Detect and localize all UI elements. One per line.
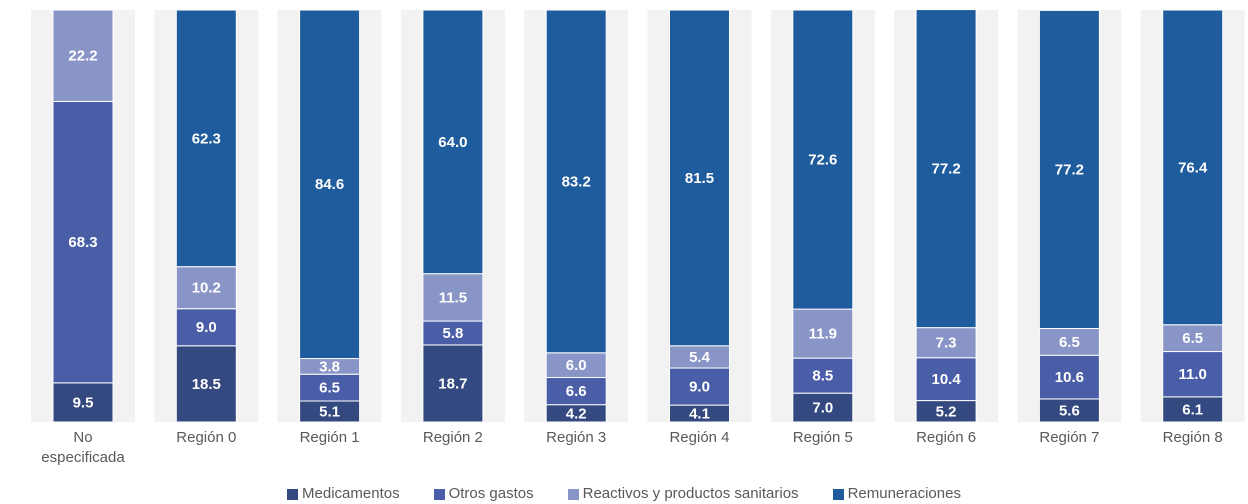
bar-segment bbox=[175, 308, 237, 347]
legend-item: Otros gastos bbox=[433, 484, 534, 504]
bar-segment bbox=[52, 100, 114, 384]
data-label: 6.5 bbox=[319, 380, 340, 397]
x-tick-label: Región 6 bbox=[916, 429, 977, 446]
x-tick-label: Región 2 bbox=[422, 429, 483, 446]
data-label: 6.0 bbox=[566, 357, 587, 374]
bar-segment bbox=[1038, 327, 1100, 356]
data-label: 8.5 bbox=[812, 368, 833, 385]
bar-segment bbox=[175, 266, 237, 310]
data-label: 77.2 bbox=[931, 161, 960, 178]
bar-segment bbox=[545, 377, 607, 406]
data-label: 11.9 bbox=[809, 326, 837, 343]
bar-segment bbox=[1162, 351, 1224, 398]
bar-segment bbox=[792, 392, 854, 423]
data-label: 6.5 bbox=[1182, 330, 1203, 347]
x-tick-label: Región 3 bbox=[546, 429, 607, 446]
data-label: 18.5 bbox=[192, 376, 221, 393]
data-label: 22.2 bbox=[68, 48, 97, 65]
data-label: 9.0 bbox=[689, 379, 710, 396]
data-label: 77.2 bbox=[1055, 161, 1084, 178]
x-tick-label: Región 5 bbox=[792, 429, 853, 446]
bar-segment bbox=[299, 9, 361, 360]
data-label: 5.1 bbox=[319, 403, 340, 420]
legend-label: Reactivos y productos sanitarios bbox=[582, 485, 799, 502]
bar-segment bbox=[792, 357, 854, 394]
legend-swatch bbox=[567, 488, 579, 500]
data-label: 7.3 bbox=[936, 335, 957, 352]
bar-segment bbox=[915, 357, 977, 402]
legend-item: Reactivos y productos sanitarios bbox=[567, 484, 799, 504]
legend-swatch bbox=[433, 488, 445, 500]
legend-swatch bbox=[832, 488, 844, 500]
x-tick-label: Región 1 bbox=[299, 429, 360, 446]
x-tick-label: No especificada bbox=[41, 429, 125, 466]
x-tick-label: Región 7 bbox=[1039, 429, 1100, 446]
data-label: 6.1 bbox=[1182, 401, 1203, 418]
bar-segment bbox=[422, 344, 484, 423]
data-label: 6.6 bbox=[566, 383, 587, 400]
data-label: 5.2 bbox=[936, 403, 957, 420]
x-tick-label: Región 4 bbox=[669, 429, 730, 446]
data-label: 7.0 bbox=[812, 400, 833, 417]
legend: Medicamentos Otros gastos Reactivos y prod… bbox=[0, 484, 1248, 504]
bar-segment bbox=[792, 9, 854, 310]
data-label: 11.5 bbox=[439, 289, 467, 306]
data-label: 84.6 bbox=[315, 176, 344, 193]
bar-segment bbox=[299, 373, 361, 402]
legend-swatch bbox=[287, 488, 299, 500]
bar-segment bbox=[422, 273, 484, 322]
bar-segment bbox=[52, 382, 114, 423]
bar-segment bbox=[52, 9, 114, 102]
legend-item: Medicamentos bbox=[287, 484, 400, 504]
data-label: 4.1 bbox=[689, 406, 710, 423]
x-tick-label: Región 8 bbox=[1162, 429, 1223, 446]
data-label: 9.5 bbox=[73, 394, 94, 411]
legend-label: Remuneraciones bbox=[847, 485, 961, 502]
bar-segment bbox=[792, 308, 854, 359]
data-label: 76.4 bbox=[1178, 159, 1208, 176]
bar-segment bbox=[1038, 354, 1100, 400]
bar-segment bbox=[669, 367, 730, 406]
bar-segment bbox=[915, 327, 977, 359]
data-label: 5.6 bbox=[1059, 402, 1080, 419]
data-label: 3.8 bbox=[319, 358, 340, 375]
data-label: 4.2 bbox=[566, 405, 587, 422]
data-label: 6.5 bbox=[1059, 334, 1080, 351]
legend-item: Remuneraciones bbox=[832, 484, 961, 504]
bar-segment bbox=[915, 9, 977, 329]
data-label: 68.3 bbox=[68, 234, 97, 251]
bar-segment bbox=[175, 9, 237, 268]
data-label: 64.0 bbox=[438, 134, 467, 151]
data-label: 10.4 bbox=[931, 371, 961, 388]
plot: 9.5 68.3 22.2 18.5 9.0 10.2 62.3 5.1 6.5 3.8 84.6 1… bbox=[31, 9, 1245, 423]
bar-segment bbox=[422, 9, 484, 275]
data-label: 10.2 bbox=[192, 280, 221, 297]
data-label: 83.2 bbox=[562, 173, 591, 190]
bar-segment bbox=[1162, 9, 1224, 326]
bar-segment bbox=[669, 9, 730, 347]
data-label: 72.6 bbox=[808, 152, 837, 169]
legend-label: Medicamentos bbox=[302, 485, 400, 502]
bar-segment bbox=[1162, 396, 1224, 423]
data-label: 18.7 bbox=[438, 375, 467, 392]
legend-label: Otros gastos bbox=[448, 485, 534, 502]
data-label: 62.3 bbox=[192, 130, 221, 147]
x-tick-label: Región 0 bbox=[176, 429, 237, 446]
data-label: 5.8 bbox=[442, 325, 463, 342]
bar-segment bbox=[1162, 324, 1224, 353]
data-label: 9.0 bbox=[196, 319, 217, 336]
bar-segment bbox=[1038, 9, 1100, 329]
data-label: 10.6 bbox=[1055, 369, 1084, 386]
bar-segment bbox=[545, 9, 607, 354]
data-label: 81.5 bbox=[685, 170, 714, 187]
data-label: 5.4 bbox=[689, 349, 711, 366]
data-label: 11.0 bbox=[1179, 366, 1207, 383]
